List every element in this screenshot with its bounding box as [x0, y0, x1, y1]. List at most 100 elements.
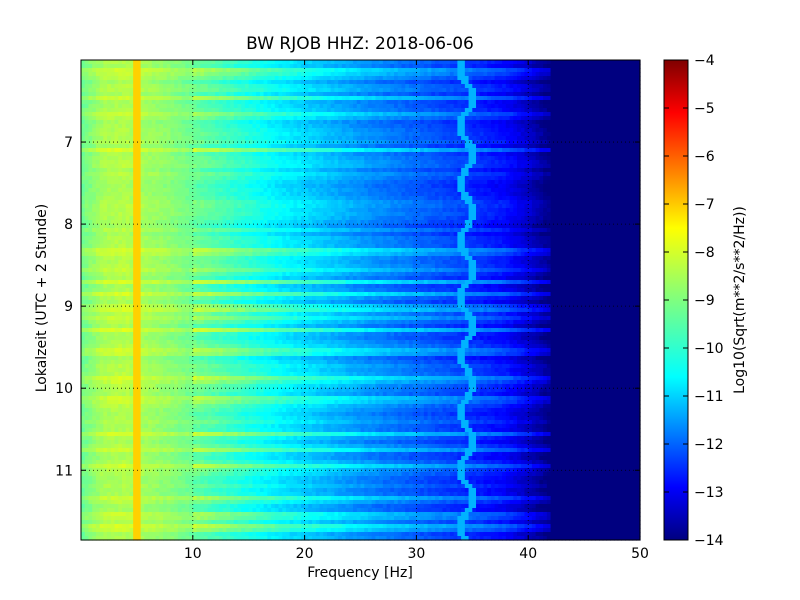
heatmap-cell — [274, 156, 280, 161]
heatmap-cell — [535, 184, 540, 189]
heatmap-cell — [133, 84, 138, 89]
heatmap-cell — [610, 184, 615, 189]
heatmap-cell — [386, 160, 391, 165]
heatmap-cell — [263, 108, 268, 113]
heatmap-cell — [386, 108, 391, 113]
heatmap-cell — [464, 84, 470, 89]
heatmap-cell — [341, 148, 347, 153]
heatmap-cell — [453, 156, 458, 161]
heatmap-cell — [405, 60, 410, 65]
heatmap-cell — [211, 144, 216, 149]
heatmap-cell — [222, 132, 227, 137]
heatmap-cell — [539, 88, 544, 93]
heatmap-cell — [513, 184, 518, 189]
heatmap-cell — [490, 72, 496, 77]
heatmap-cell — [259, 164, 265, 169]
heatmap-cell — [513, 156, 518, 161]
heatmap-cell — [468, 140, 473, 145]
heatmap-cell — [431, 100, 436, 105]
heatmap-cell — [550, 124, 555, 129]
heatmap-cell — [438, 88, 444, 93]
heatmap-cell — [412, 128, 417, 133]
heatmap-cell — [144, 192, 149, 197]
heatmap-cell — [580, 132, 585, 137]
heatmap-cell — [569, 176, 574, 181]
heatmap-cell — [170, 124, 175, 129]
heatmap-cell — [129, 104, 134, 109]
heatmap-cell — [468, 104, 473, 109]
heatmap-cell — [602, 136, 608, 141]
heatmap-cell — [237, 136, 242, 141]
heatmap-cell — [129, 92, 134, 97]
heatmap-cell — [114, 88, 119, 93]
heatmap-cell — [528, 64, 533, 69]
heatmap-cell — [509, 124, 514, 129]
heatmap-cell — [308, 84, 313, 89]
heatmap-cell — [211, 136, 216, 141]
heatmap-cell — [453, 80, 458, 85]
heatmap-cell — [114, 168, 119, 173]
heatmap-cell — [267, 108, 272, 113]
heatmap-cell — [364, 112, 369, 117]
heatmap-cell — [84, 108, 90, 113]
heatmap-cell — [125, 180, 131, 185]
heatmap-cell — [118, 148, 123, 153]
heatmap-cell — [230, 100, 235, 105]
heatmap-cell — [360, 152, 365, 157]
heatmap-cell — [632, 72, 637, 77]
heatmap-cell — [625, 84, 630, 89]
heatmap-cell — [464, 116, 470, 121]
heatmap-cell — [427, 144, 432, 149]
heatmap-cell — [300, 84, 306, 89]
heatmap-cell — [237, 108, 242, 113]
heatmap-cell — [572, 100, 578, 105]
heatmap-cell — [300, 80, 306, 85]
heatmap-cell — [92, 120, 97, 125]
heatmap-cell — [319, 88, 324, 93]
heatmap-cell — [107, 60, 112, 65]
heatmap-cell — [610, 136, 615, 141]
heatmap-cell — [423, 188, 429, 193]
heatmap-cell — [114, 124, 119, 129]
heatmap-cell — [412, 180, 417, 185]
heatmap-cell — [379, 76, 384, 81]
heatmap-cell — [334, 76, 339, 81]
heatmap-cell — [371, 176, 377, 181]
heatmap-cell — [338, 168, 343, 173]
heatmap-cell — [248, 96, 254, 101]
heatmap-cell — [189, 128, 194, 133]
heatmap-cell — [565, 76, 570, 81]
heatmap-cell — [554, 160, 559, 165]
heatmap-cell — [241, 84, 246, 89]
heatmap-cell — [263, 180, 268, 185]
heatmap-cell — [554, 176, 559, 181]
heatmap-cell — [185, 76, 190, 81]
heatmap-cell — [326, 104, 332, 109]
heatmap-cell — [427, 84, 432, 89]
heatmap-cell — [181, 96, 186, 101]
heatmap-cell — [498, 92, 503, 97]
heatmap-cell — [621, 96, 626, 101]
heatmap-cell — [587, 100, 593, 105]
heatmap-cell — [367, 60, 373, 65]
heatmap-cell — [103, 76, 108, 81]
heatmap-cell — [203, 88, 209, 93]
heatmap-cell — [531, 176, 537, 181]
heatmap-cell — [244, 116, 250, 121]
heatmap-cell — [222, 172, 227, 177]
heatmap-cell — [591, 96, 596, 101]
heatmap-cell — [524, 180, 529, 185]
heatmap-cell — [84, 168, 90, 173]
heatmap-cell — [338, 152, 343, 157]
heatmap-cell — [148, 116, 153, 121]
heatmap-cell — [427, 156, 432, 161]
heatmap-cell — [170, 92, 175, 97]
heatmap-cell — [554, 120, 559, 125]
heatmap-cell — [427, 100, 432, 105]
heatmap-cell — [211, 188, 216, 193]
heatmap-cell — [297, 180, 302, 185]
heatmap-cell — [528, 84, 533, 89]
heatmap-cell — [215, 96, 220, 101]
heatmap-cell — [621, 88, 626, 93]
heatmap-cell — [92, 92, 97, 97]
